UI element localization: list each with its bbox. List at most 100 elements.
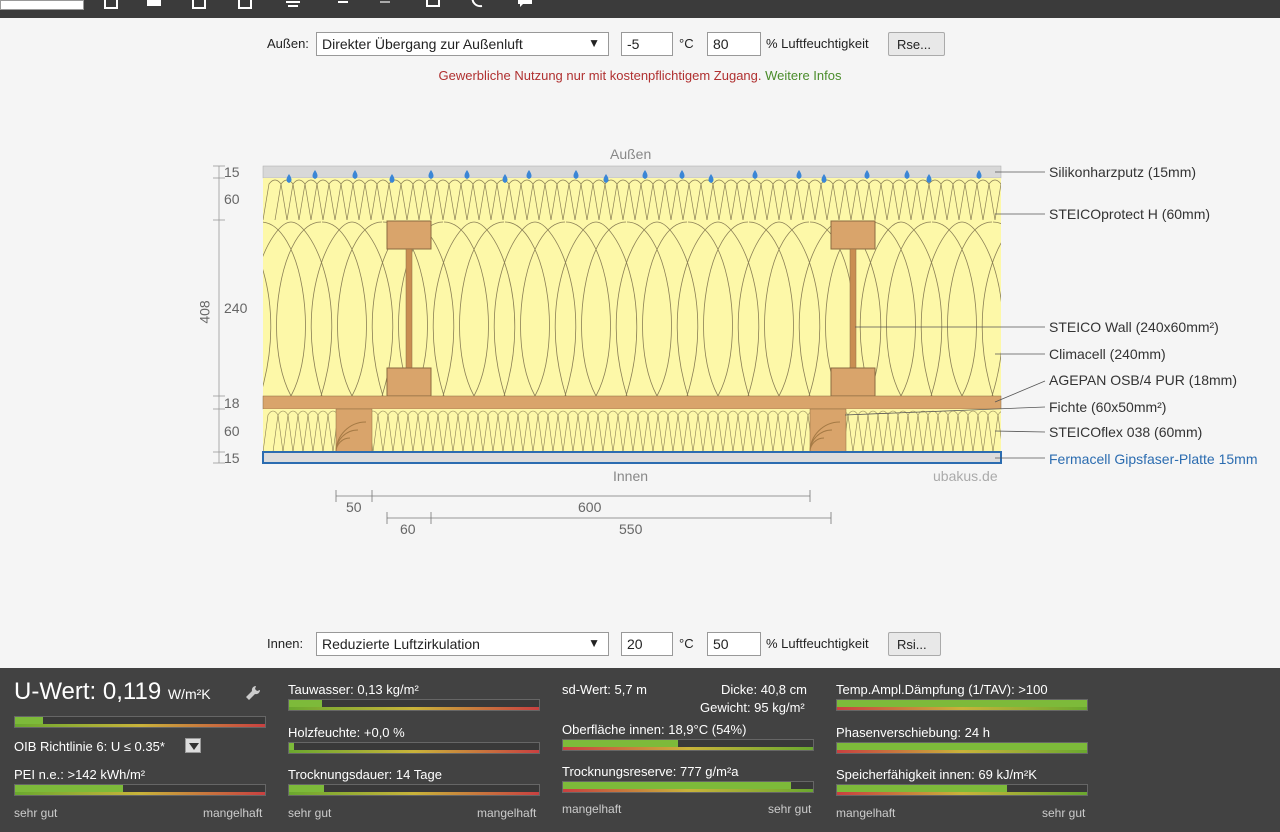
- inside-conditions-row: Innen: Reduzierte Luftzirkulation ▼ 20 °…: [0, 630, 1280, 656]
- license-notice: Gewerbliche Nutzung nur mit kostenpflich…: [0, 68, 1280, 83]
- layer-label-wall[interactable]: STEICO Wall (240x60mm²): [1049, 319, 1219, 335]
- dim-batten-spacing: 600: [578, 499, 602, 515]
- comment-icon[interactable]: [516, 0, 534, 10]
- speicher-value: Speicherfähigkeit innen: 69 kJ/m²K: [836, 767, 1037, 782]
- tauwasser-value: Tauwasser: 0,13 kg/m²: [288, 682, 419, 697]
- layer-steico-protect: [263, 178, 1001, 220]
- scale-bad-label: mangelhaft: [836, 806, 896, 820]
- inside-humidity-unit: % Luftfeuchtigkeit: [766, 636, 869, 651]
- layer-label-climacell[interactable]: Climacell (240mm): [1049, 346, 1166, 362]
- moisture-droplet-icon: [642, 170, 648, 179]
- rse-button[interactable]: Rse...: [888, 32, 945, 56]
- inside-humidity-input[interactable]: 50: [707, 632, 761, 656]
- outside-temp-unit: °C: [679, 36, 694, 51]
- layer-label-fermacell[interactable]: Fermacell Gipsfaser-Platte 15mm: [1049, 451, 1258, 467]
- outside-humidity-input[interactable]: 80: [707, 32, 761, 56]
- oib-dropdown-button[interactable]: [185, 738, 201, 753]
- fullscreen-icon[interactable]: [424, 0, 442, 10]
- layer-fermacell[interactable]: [262, 451, 1002, 464]
- reserve-value: Trocknungsreserve: 777 g/m²a: [562, 764, 739, 779]
- pei-bar: [14, 784, 266, 796]
- layer-agepan-osb: [262, 395, 1002, 410]
- layers-icon[interactable]: [284, 0, 302, 10]
- wall-construction-diagram: [213, 165, 1046, 524]
- layer-label-fichte[interactable]: Fichte (60x50mm²): [1049, 399, 1167, 415]
- undo-icon[interactable]: [334, 0, 352, 10]
- moisture-droplet-icon: [926, 174, 932, 183]
- fichte-batten-left: [335, 408, 373, 453]
- thickness-flex: 60: [224, 423, 240, 439]
- moisture-droplet-icon: [389, 174, 395, 183]
- scale-bad-label: mangelhaft: [562, 802, 622, 816]
- watermark: ubakus.de: [933, 468, 998, 484]
- tauwasser-bar: [288, 699, 540, 711]
- moisture-droplet-icon: [352, 170, 358, 179]
- outside-condition-value: Direkter Übergang zur Außenluft: [322, 36, 523, 52]
- new-file-icon[interactable]: [102, 0, 120, 10]
- moisture-droplet-icon: [708, 174, 714, 183]
- open-icon[interactable]: [145, 0, 163, 10]
- more-info-link[interactable]: Weitere Infos: [765, 68, 842, 83]
- total-thickness: 408: [196, 300, 213, 324]
- thickness-plaster-outside: 15: [224, 164, 240, 180]
- scale-good-label: sehr gut: [1042, 806, 1086, 820]
- scale-good-label: sehr gut: [288, 806, 332, 820]
- trocknung-bar: [288, 784, 540, 796]
- dim-joist-width: 60: [400, 521, 416, 537]
- reserve-bar: [562, 781, 814, 793]
- export-icon[interactable]: [236, 0, 254, 10]
- thickness-osb: 18: [224, 395, 240, 411]
- inside-temp-unit: °C: [679, 636, 694, 651]
- diagram-outside-label: Außen: [610, 146, 652, 162]
- layer-climacell: [263, 220, 1001, 396]
- toolbar-input[interactable]: [0, 0, 84, 10]
- scale-good-label: sehr gut: [14, 806, 58, 820]
- thickness-protect: 60: [224, 191, 240, 207]
- results-panel: U-Wert: 0,119 W/m²K OIB Richtlinie 6: U …: [0, 668, 1280, 832]
- outside-temp-input[interactable]: -5: [621, 32, 673, 56]
- scale-bad-label: mangelhaft: [477, 806, 537, 820]
- moisture-droplet-icon: [976, 170, 982, 179]
- u-value-unit: W/m²K: [167, 686, 211, 702]
- chevron-down-icon: ▼: [588, 36, 600, 50]
- phone-icon[interactable]: [468, 0, 486, 10]
- layer-label-flex[interactable]: STEICOflex 038 (60mm): [1049, 424, 1203, 440]
- oib-requirement: OIB Richtlinie 6: U ≤ 0.35*: [14, 739, 165, 754]
- outside-label: Außen:: [267, 36, 309, 51]
- rsi-button[interactable]: Rsi...: [888, 632, 941, 656]
- moisture-droplet-icon: [821, 174, 827, 183]
- sd-value: sd-Wert: 5,7 m: [562, 682, 648, 697]
- moisture-droplet-icon: [752, 170, 758, 179]
- moisture-droplet-icon: [864, 170, 870, 179]
- save-icon[interactable]: [190, 0, 208, 10]
- trocknung-value: Trocknungsdauer: 14 Tage: [288, 767, 442, 782]
- redo-icon[interactable]: [376, 0, 394, 10]
- u-value-label: U-Wert:: [14, 678, 97, 705]
- oberflaeche-value: Oberfläche innen: 18,9°C (54%): [562, 722, 747, 737]
- outside-condition-select[interactable]: Direkter Übergang zur Außenluft ▼: [316, 32, 609, 56]
- dim-joist-clearance: 550: [619, 521, 643, 537]
- dicke-value: Dicke: 40,8 cm: [721, 682, 807, 697]
- top-toolbar: [0, 0, 1280, 18]
- layer-label-plaster[interactable]: Silikonharzputz (15mm): [1049, 164, 1197, 180]
- inside-label: Innen:: [267, 636, 304, 651]
- chevron-down-icon: ▼: [588, 636, 600, 650]
- steico-wall-joist-right: [830, 220, 876, 397]
- moisture-droplet-icon: [312, 170, 318, 179]
- phase-bar: [836, 742, 1088, 754]
- layer-label-protect[interactable]: STEICOprotect H (60mm): [1049, 206, 1211, 222]
- thickness-board: 15: [224, 450, 240, 466]
- layer-label-osb[interactable]: AGEPAN OSB/4 PUR (18mm): [1049, 372, 1238, 388]
- outside-conditions-row: Außen: Direkter Übergang zur Außenluft ▼…: [0, 30, 1280, 56]
- moisture-droplet-icon: [286, 174, 292, 183]
- dim-batten-width: 50: [346, 499, 362, 515]
- moisture-droplet-icon: [603, 174, 609, 183]
- phase-value: Phasenverschiebung: 24 h: [836, 725, 990, 740]
- moisture-droplet-icon: [796, 170, 802, 179]
- u-value-display: U-Wert: 0,119 W/m²K: [14, 678, 211, 706]
- steico-wall-joist-left: [386, 220, 432, 397]
- inside-temp-input[interactable]: 20: [621, 632, 673, 656]
- wrench-icon[interactable]: [244, 684, 262, 707]
- inside-condition-select[interactable]: Reduzierte Luftzirkulation ▼: [316, 632, 609, 656]
- moisture-droplet-icon: [679, 170, 685, 179]
